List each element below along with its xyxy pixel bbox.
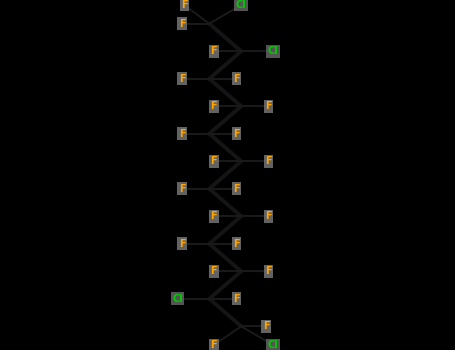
- Text: F: F: [233, 294, 240, 304]
- Text: Cl: Cl: [172, 294, 183, 304]
- Text: F: F: [179, 239, 185, 249]
- Text: F: F: [265, 211, 272, 221]
- Text: F: F: [233, 74, 240, 84]
- Text: F: F: [263, 321, 269, 331]
- Text: F: F: [179, 74, 185, 84]
- Text: Cl: Cl: [236, 0, 247, 10]
- Text: Cl: Cl: [268, 46, 278, 56]
- Text: F: F: [233, 129, 240, 139]
- Text: F: F: [211, 156, 217, 166]
- Text: F: F: [233, 184, 240, 194]
- Text: F: F: [179, 129, 185, 139]
- Text: F: F: [211, 101, 217, 111]
- Text: F: F: [233, 239, 240, 249]
- Text: F: F: [179, 184, 185, 194]
- Text: F: F: [211, 211, 217, 221]
- Text: F: F: [211, 46, 217, 56]
- Text: F: F: [211, 340, 217, 350]
- Text: F: F: [181, 0, 187, 10]
- Text: F: F: [179, 19, 185, 29]
- Text: F: F: [265, 101, 272, 111]
- Text: F: F: [265, 156, 272, 166]
- Text: Cl: Cl: [268, 340, 278, 350]
- Text: F: F: [211, 266, 217, 276]
- Text: F: F: [265, 266, 272, 276]
